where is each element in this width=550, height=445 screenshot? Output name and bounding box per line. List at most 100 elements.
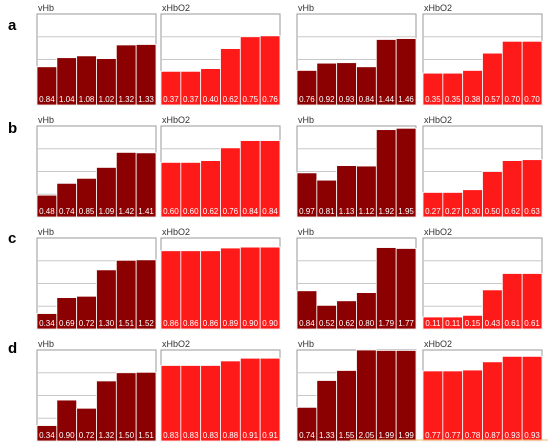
bar (375, 350, 397, 442)
data-label: 0.40 (203, 95, 219, 104)
data-label: 0.83 (163, 431, 179, 440)
data-label: 0.93 (504, 431, 520, 440)
data-label: 0.90 (262, 319, 278, 328)
data-label: 0.93 (339, 95, 355, 104)
bar (200, 250, 221, 330)
row-label-c: c (8, 230, 17, 247)
bar (259, 357, 281, 442)
panel-title: xHbO2 (424, 339, 452, 349)
data-label: 0.62 (223, 95, 239, 104)
bar (239, 357, 261, 442)
data-label: 0.75 (242, 95, 258, 104)
data-label: 0.77 (445, 431, 461, 440)
data-label: 1.99 (378, 431, 394, 440)
data-label: 0.86 (203, 319, 219, 328)
data-label: 0.83 (183, 431, 199, 440)
bar (521, 355, 543, 442)
panel-title: xHbO2 (424, 227, 452, 237)
panel-title: vHb (298, 339, 314, 349)
data-label: 1.04 (59, 95, 75, 104)
data-label: 0.70 (504, 95, 520, 104)
data-label: 1.33 (138, 95, 154, 104)
data-label: 0.62 (339, 319, 355, 328)
data-label: 0.27 (425, 207, 441, 216)
data-label: 1.79 (378, 319, 394, 328)
data-label: 0.60 (163, 207, 179, 216)
data-label: 0.50 (485, 207, 501, 216)
bar (180, 250, 202, 330)
panel-title: vHb (298, 3, 314, 13)
data-label: 0.72 (79, 431, 95, 440)
data-label: 0.86 (183, 319, 199, 328)
data-label: 0.91 (262, 431, 278, 440)
data-label: 1.92 (378, 207, 394, 216)
bar (395, 350, 417, 442)
bar (259, 35, 281, 106)
row-label-d: d (8, 340, 18, 357)
row-label-a: a (8, 17, 17, 34)
data-label: 0.84 (299, 319, 315, 328)
data-label: 1.44 (378, 95, 394, 104)
data-label: 1.51 (118, 319, 134, 328)
bar (521, 273, 543, 330)
data-label: 0.76 (223, 207, 239, 216)
data-label: 0.97 (299, 207, 315, 216)
data-label: 1.08 (79, 95, 95, 104)
data-label: 0.87 (485, 431, 501, 440)
data-label: 0.74 (59, 207, 75, 216)
data-label: 0.63 (524, 207, 540, 216)
bar (220, 360, 241, 442)
data-label: 0.35 (445, 95, 461, 104)
data-label: 0.76 (262, 95, 278, 104)
data-label: 1.32 (99, 431, 115, 440)
data-label: 0.38 (465, 95, 481, 104)
panel-title: vHb (38, 339, 54, 349)
data-label: 1.95 (398, 207, 414, 216)
data-label: 0.83 (203, 431, 219, 440)
bar (501, 355, 523, 442)
data-label: 0.30 (465, 207, 481, 216)
panel-title: xHbO2 (424, 3, 452, 13)
panel-title: xHbO2 (162, 3, 190, 13)
bar (239, 140, 261, 218)
panel-title: xHbO2 (162, 115, 190, 125)
data-label: 0.37 (183, 95, 199, 104)
data-label: 0.34 (39, 431, 55, 440)
bar (521, 159, 543, 218)
data-label: 0.78 (465, 431, 481, 440)
bar (375, 129, 397, 218)
panel-title: vHb (298, 227, 314, 237)
data-label: 1.41 (138, 207, 154, 216)
data-label: 0.69 (59, 319, 75, 328)
panel-title: vHb (38, 3, 54, 13)
data-label: 0.62 (504, 207, 520, 216)
bar (259, 246, 281, 330)
bar (135, 371, 157, 442)
data-label: 1.33 (319, 431, 335, 440)
data-label: 1.55 (339, 431, 355, 440)
data-label: 0.60 (183, 207, 199, 216)
data-label: 0.11 (425, 319, 441, 328)
data-label: 0.57 (485, 95, 501, 104)
data-label: 0.91 (242, 431, 258, 440)
panel-title: xHbO2 (162, 227, 190, 237)
data-label: 0.35 (425, 95, 441, 104)
bar (482, 361, 503, 442)
data-label: 1.09 (99, 207, 115, 216)
data-label: 0.93 (524, 431, 540, 440)
data-label: 0.48 (39, 207, 55, 216)
data-label: 0.52 (319, 319, 335, 328)
bar (395, 38, 417, 106)
data-label: 0.61 (504, 319, 520, 328)
data-label: 2.05 (359, 431, 375, 440)
bar (220, 247, 241, 330)
data-label: 0.72 (79, 319, 95, 328)
bar (160, 250, 182, 330)
data-label: 0.37 (163, 95, 179, 104)
bar (375, 247, 397, 330)
data-label: 0.61 (524, 319, 540, 328)
data-label: 0.92 (319, 95, 335, 104)
bar (395, 127, 417, 218)
data-label: 0.81 (319, 207, 335, 216)
